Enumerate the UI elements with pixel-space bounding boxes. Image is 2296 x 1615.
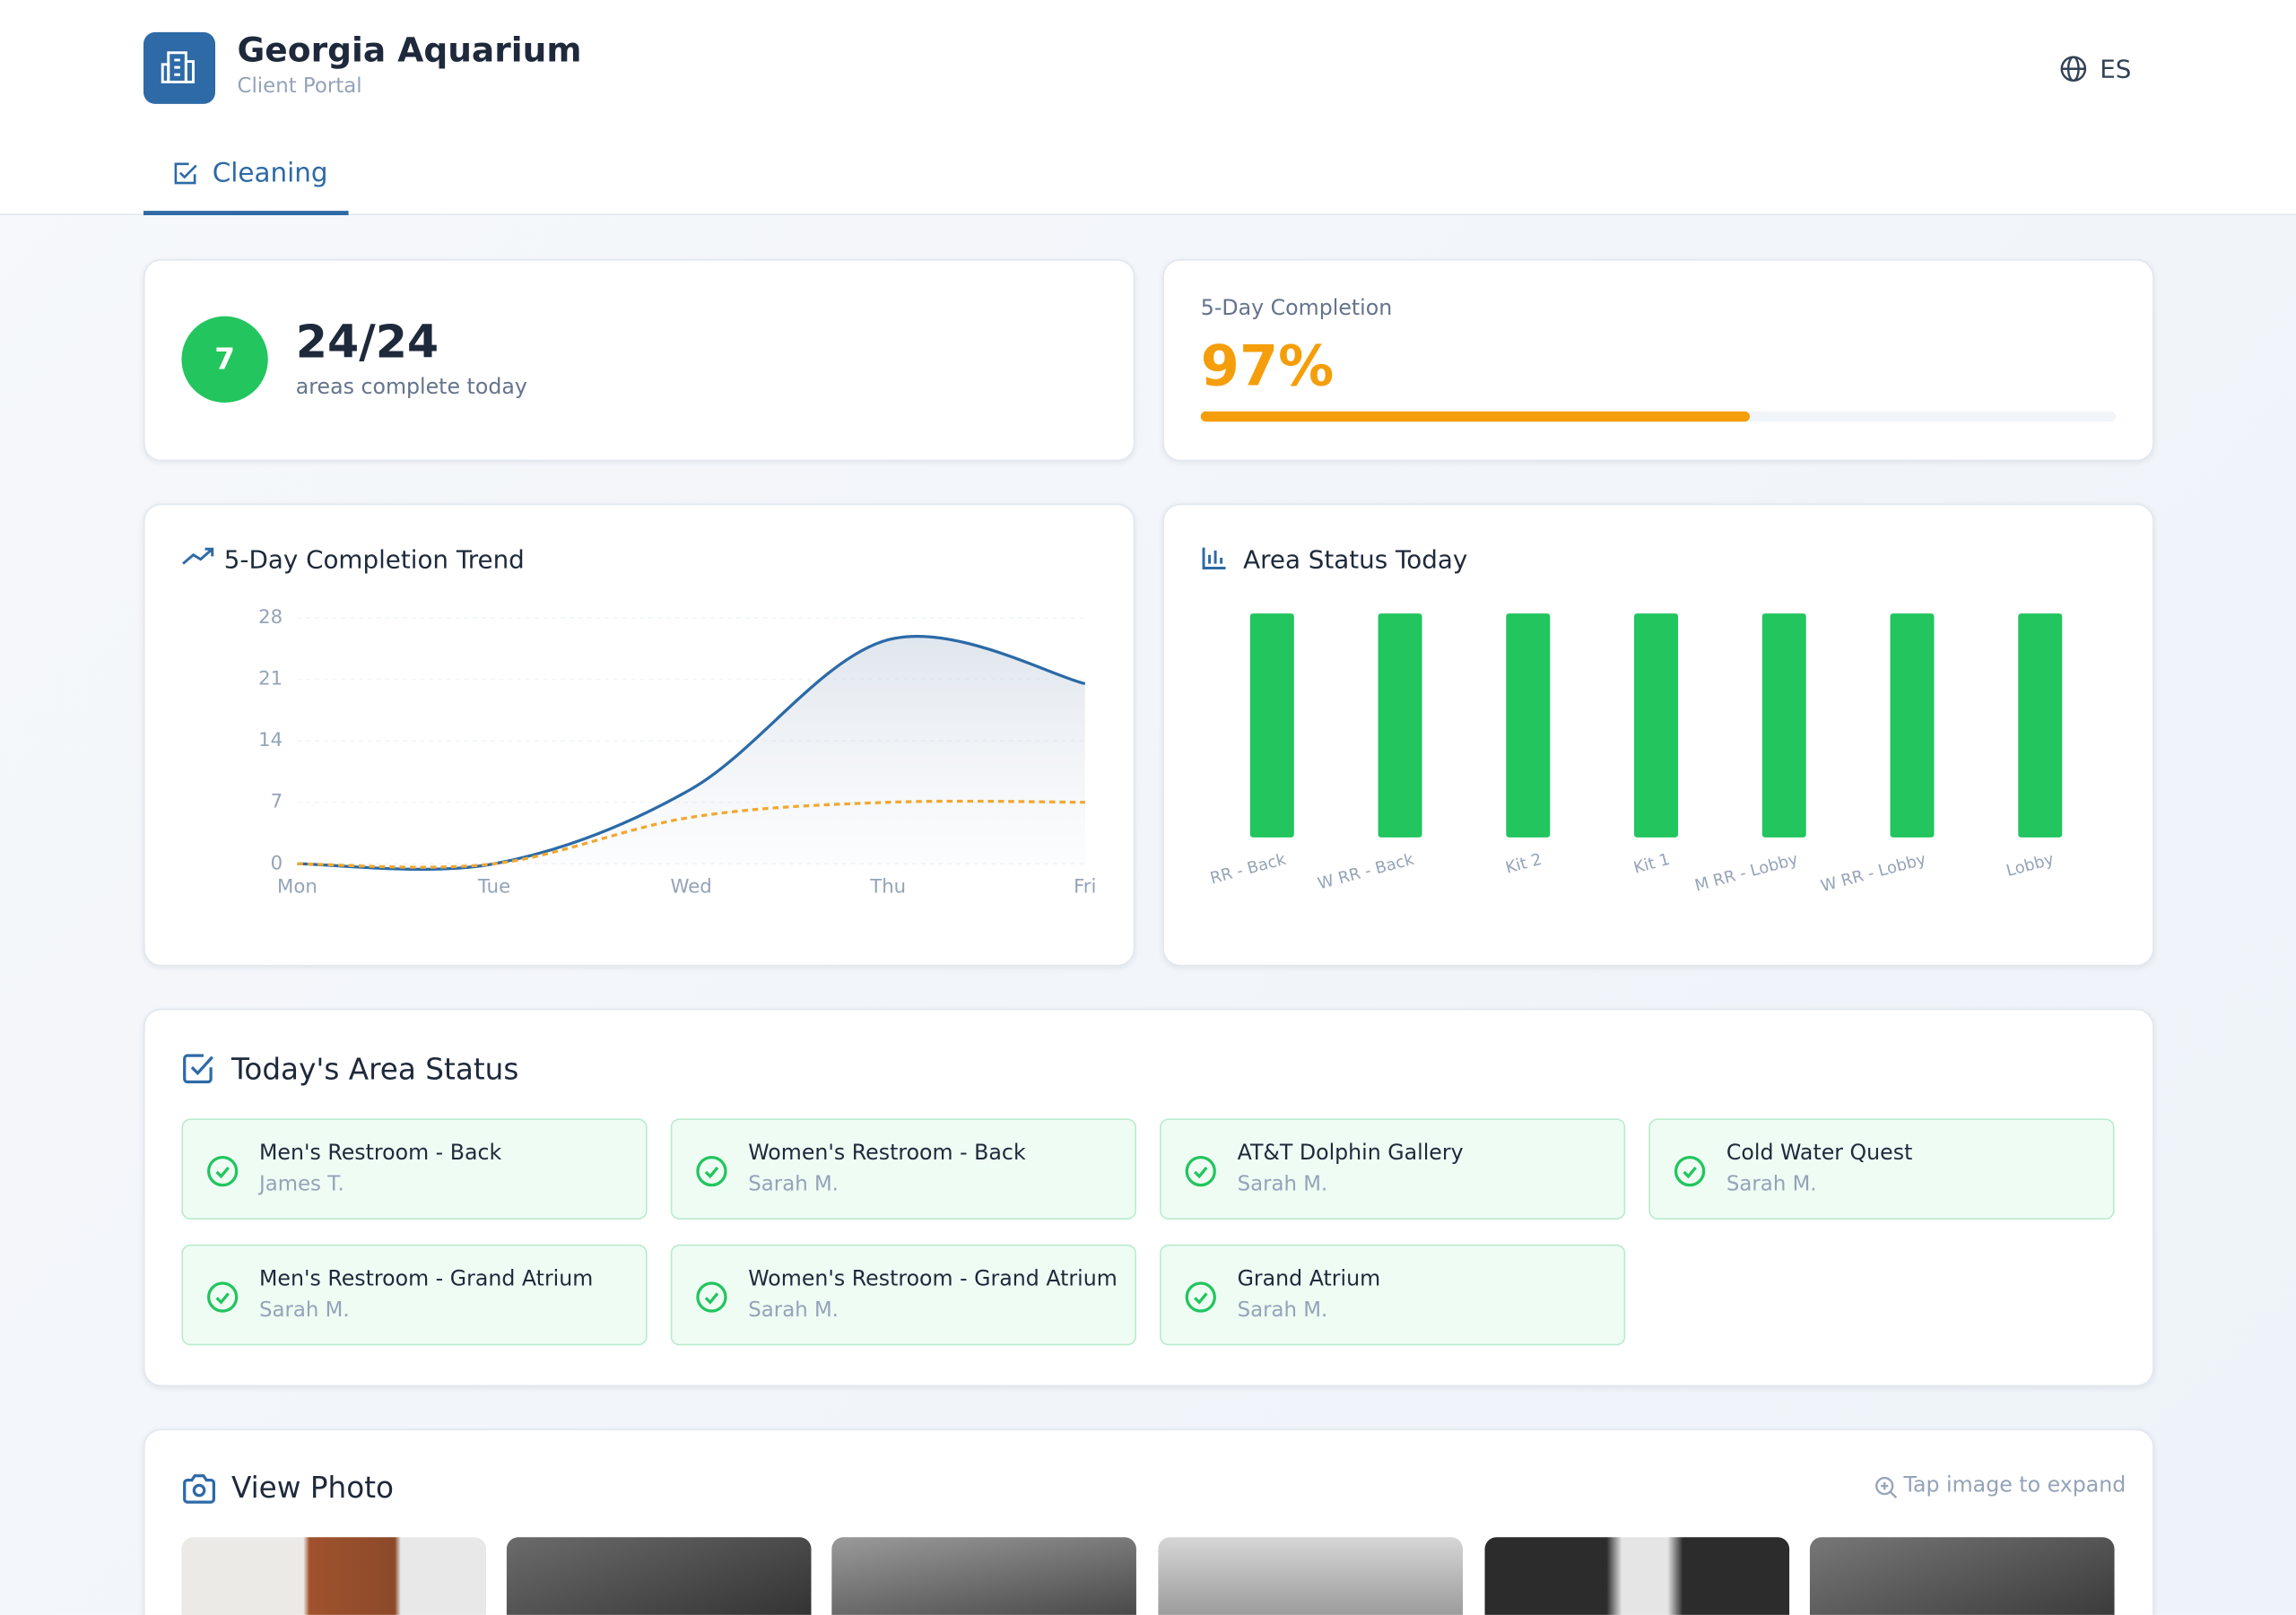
status-check (696, 1155, 727, 1187)
count: 24/24 (295, 316, 439, 369)
x-tick-label: Lobby (2005, 850, 2057, 881)
area-person: Sarah M. (748, 1172, 839, 1196)
camera-icon (183, 1474, 215, 1504)
section-title: Today's Area Status (230, 1051, 519, 1087)
zoom-icon (1875, 1477, 1898, 1499)
area-name: AT&T Dolphin Gallery (1237, 1142, 1464, 1166)
area-item: Cold Water Quest Sarah M. (1648, 1118, 2115, 1220)
y-tick-label: 14 (258, 729, 283, 751)
x-tick-label: W RR - Lobby (1819, 850, 1928, 897)
x-tick-label: Mon (277, 875, 317, 898)
bar (1890, 613, 1935, 838)
photo-thumb[interactable] (506, 1537, 812, 1615)
bar-chart: Area Status Today RR - Back W RR - Back Ki… (1202, 544, 2063, 897)
bar (1249, 613, 1294, 838)
x-tick-label: M RR - Lobby (1692, 850, 1800, 896)
area-name: Men's Restroom - Back (258, 1142, 502, 1166)
area-person: James T. (258, 1172, 344, 1196)
y-tick-label: 7 (271, 791, 283, 813)
tab[interactable]: Cleaning (212, 158, 328, 189)
area-item: Men's Restroom - Grand Atrium Sarah M. (181, 1244, 648, 1346)
completion-value: 97% (1200, 334, 1335, 399)
tab-underline (143, 211, 349, 215)
x-tick-label: Tue (477, 875, 510, 898)
trend-icon (182, 547, 214, 565)
header (0, 0, 2296, 215)
bar-icon (1202, 547, 1226, 569)
site-title: Georgia Aquarium (237, 31, 582, 71)
logo-icon (161, 51, 195, 83)
x-tick-label: Kit 1 (1631, 850, 1672, 878)
bar (1506, 613, 1551, 838)
photo-thumb[interactable] (181, 1537, 487, 1615)
area-person: Sarah M. (748, 1298, 839, 1323)
photo-thumb[interactable] (1158, 1537, 1464, 1615)
tab-check (174, 162, 197, 185)
site-subtitle: Client Portal (237, 74, 362, 99)
status-check (696, 1281, 727, 1313)
x-tick-label: RR - Back (1208, 850, 1288, 889)
area-name: Cold Water Quest (1726, 1142, 1913, 1166)
photo-hint: Tap image to expand (1903, 1474, 2126, 1498)
area-name: Women's Restroom - Back (748, 1142, 1026, 1166)
progress-bar (1200, 411, 1751, 422)
photo-thumb[interactable] (831, 1537, 1136, 1615)
progress-track (1200, 411, 2117, 422)
status-check (1185, 1155, 1216, 1187)
status-check (1185, 1281, 1216, 1313)
tab-icon (173, 161, 199, 187)
photo-thumb[interactable] (1484, 1537, 1790, 1615)
count-label: areas complete today (295, 376, 527, 400)
section-title: View Photo (230, 1470, 394, 1506)
area-person: Sarah M. (258, 1298, 350, 1323)
globe-icon (2060, 56, 2087, 82)
area-item: Grand Atrium Sarah M. (1160, 1244, 1626, 1346)
area-name: Men's Restroom - Grand Atrium (258, 1267, 594, 1291)
language-toggle[interactable]: ES (2100, 56, 2132, 85)
area-item: Women's Restroom - Grand Atrium Sarah M. (670, 1244, 1136, 1346)
completion-label: 5-Day Completion (1200, 297, 1393, 321)
status-check (207, 1155, 239, 1187)
area (297, 636, 1085, 870)
bar (1378, 613, 1422, 838)
area-person: Sarah M. (1726, 1172, 1817, 1196)
badge: 7 (181, 316, 268, 403)
line (297, 634, 1086, 872)
area-item: Men's Restroom - Back James T. (181, 1118, 648, 1220)
completion-card: 5-Day Completion 97% (1162, 258, 2154, 462)
y-tick-label: 21 (258, 668, 283, 690)
chart-title: Area Status Today (1243, 544, 1467, 574)
area-person: Sarah M. (1237, 1298, 1328, 1323)
area-item: AT&T Dolphin Gallery Sarah M. (1160, 1118, 1626, 1220)
status-check (1674, 1155, 1706, 1187)
area-name: Women's Restroom - Grand Atrium (748, 1267, 1118, 1291)
x-tick-label: W RR - Back (1316, 850, 1416, 894)
x-tick-label: Fri (1074, 875, 1096, 898)
area-item: Women's Restroom - Back Sarah M. (670, 1118, 1136, 1220)
area-person: Sarah M. (1237, 1172, 1328, 1196)
summary-card: 7 24/24 areas complete today (143, 258, 1135, 462)
photo-thumb[interactable] (1809, 1537, 2115, 1615)
bar (2018, 613, 2063, 838)
check-icon (183, 1054, 213, 1084)
area-name: Grand Atrium (1237, 1267, 1381, 1291)
x-tick-label: Thu (869, 875, 906, 898)
chart-title: 5-Day Completion Trend (224, 544, 525, 574)
logo (143, 31, 215, 104)
x-tick-label: Kit 2 (1503, 850, 1544, 878)
bar (1761, 613, 1806, 838)
status-check (207, 1281, 239, 1313)
trend-chart: 5-Day Completion Trend 0 7 14 21 28 Mon Tue Wed… (182, 544, 1096, 898)
y-tick-label: 28 (258, 606, 283, 629)
bar (1634, 613, 1679, 838)
x-tick-label: Wed (670, 875, 711, 898)
y-tick-label: 0 (271, 852, 283, 874)
